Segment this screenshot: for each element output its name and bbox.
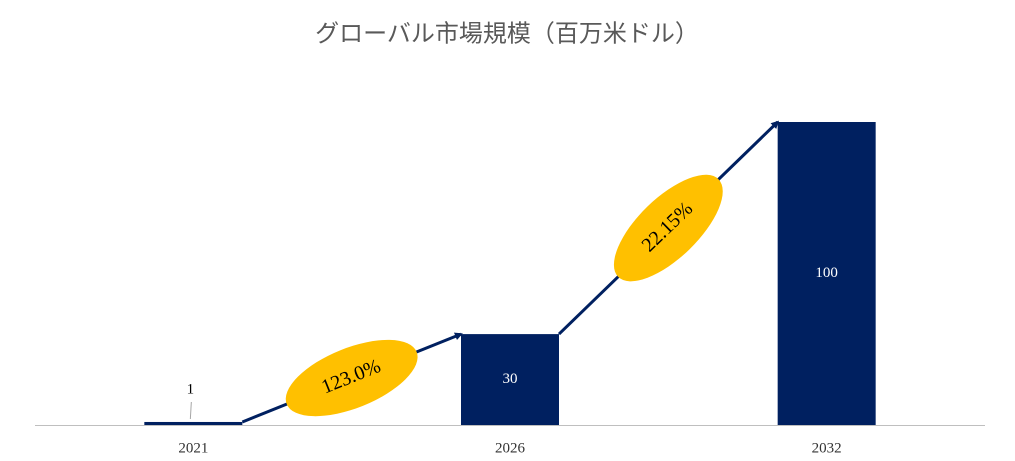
value-label: 30 xyxy=(503,371,518,387)
x-tick-label: 2032 xyxy=(812,440,842,456)
bar xyxy=(144,421,243,425)
value-label: 100 xyxy=(815,265,838,281)
bar xyxy=(461,334,559,425)
growth-annotation: 123.0% xyxy=(285,339,418,417)
growth-annotation: 22.15% xyxy=(613,174,723,282)
value-label: 1 xyxy=(187,381,195,397)
leader-line xyxy=(189,401,192,419)
bar xyxy=(777,122,876,425)
x-tick-label: 2021 xyxy=(178,440,208,456)
growth-badge xyxy=(285,339,418,417)
growth-badge xyxy=(613,174,723,282)
x-tick-label: 2026 xyxy=(495,440,526,456)
chart-title: グローバル市場規模（百万米ドル） xyxy=(315,21,699,48)
